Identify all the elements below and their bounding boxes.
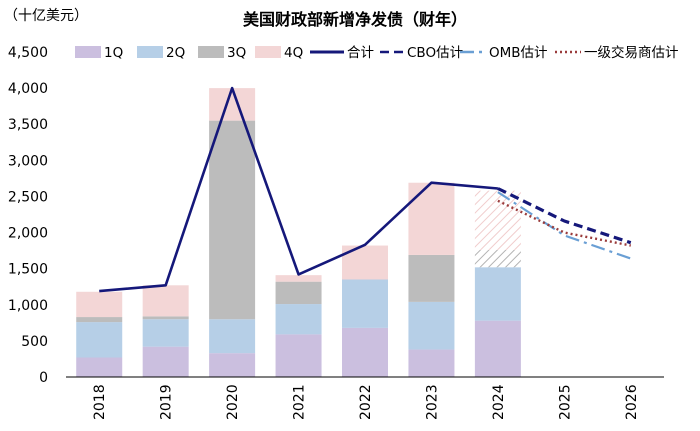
bars [76,88,521,377]
bar-2q-2020 [209,319,256,354]
y-axis-unit-label: （十亿美元） [4,8,88,24]
bar-4q-2024 [474,190,521,250]
bar-2q-2019 [142,319,189,347]
bar-1q-2024 [474,320,521,377]
legend-label: 3Q [227,45,246,61]
bar-3q-2018 [76,317,123,323]
bar-1q-2018 [76,357,123,377]
legend-label: OMB估计 [489,45,548,61]
y-axis: 0 500 1,000 1,500 2,000 2,500 3,000 3,500 4,000 4… [8,45,48,386]
x-tick-label: 2022 [358,384,374,420]
y-tick-label: 1,000 [8,298,48,314]
bar-1q-2019 [142,346,189,377]
y-tick-label: 3,000 [8,153,48,169]
bar-3q-2019 [142,316,189,320]
y-tick-label: 4,500 [8,45,48,61]
y-tick-label: 3,500 [8,117,48,133]
x-tick-label: 2025 [557,384,573,420]
x-tick-label: 2021 [292,384,308,420]
legend-label: 4Q [284,45,303,61]
legend-swatch [255,46,281,58]
x-tick-label: 2019 [159,384,175,420]
bar-2q-2023 [408,301,455,350]
legend-label: 一级交易商估计 [584,44,679,61]
bar-2q-2024 [474,267,521,321]
bar-3q-2020 [209,120,256,320]
line-series-0 [99,86,499,293]
legend-label: 1Q [104,45,123,61]
bar-4q-2023 [408,182,455,255]
bar-1q-2022 [342,327,388,377]
y-tick-label: 2,000 [8,226,48,242]
x-tick-label: 2018 [92,384,108,420]
y-tick-label: 4,000 [8,81,48,97]
legend-label: CBO估计 [407,45,463,61]
bar-4q-2020 [209,88,256,121]
bar-2q-2022 [342,279,388,328]
y-tick-label: 1,500 [8,262,48,278]
bar-1q-2021 [275,334,322,377]
bar-2q-2018 [76,322,123,358]
bar-2q-2021 [275,304,322,335]
bar-3q-2024 [474,249,521,268]
legend-swatch [137,46,163,58]
line-series-1 [497,187,632,245]
bar-4q-2021 [275,275,322,282]
chart-title: 美国财政部新增净发债（财年） [243,10,467,29]
legend-label: 合计 [347,45,374,61]
y-tick-label: 500 [21,334,48,350]
bar-3q-2023 [408,254,455,302]
legend: 1Q 2Q 3Q 4Q 合计 CBO估计 OMB估计 一级交易商估计 [75,44,679,61]
x-tick-label: 2023 [424,384,440,420]
x-tick-label: 2024 [491,384,507,420]
y-tick-label: 2,500 [8,189,48,205]
bar-4q-2018 [76,291,123,318]
legend-swatch [75,46,101,58]
lines [99,86,632,293]
x-tick-label: 2020 [225,384,241,420]
bar-1q-2020 [209,353,256,377]
legend-label: 2Q [166,45,185,61]
bar-4q-2019 [142,285,189,317]
legend-swatch [198,46,224,58]
x-axis: 2018 2019 2020 2021 2022 2023 2024 2025 2026 [92,384,640,420]
bar-1q-2023 [408,349,455,377]
x-tick-label: 2026 [624,384,640,420]
y-tick-label: 0 [39,370,48,386]
bar-3q-2021 [275,281,322,305]
